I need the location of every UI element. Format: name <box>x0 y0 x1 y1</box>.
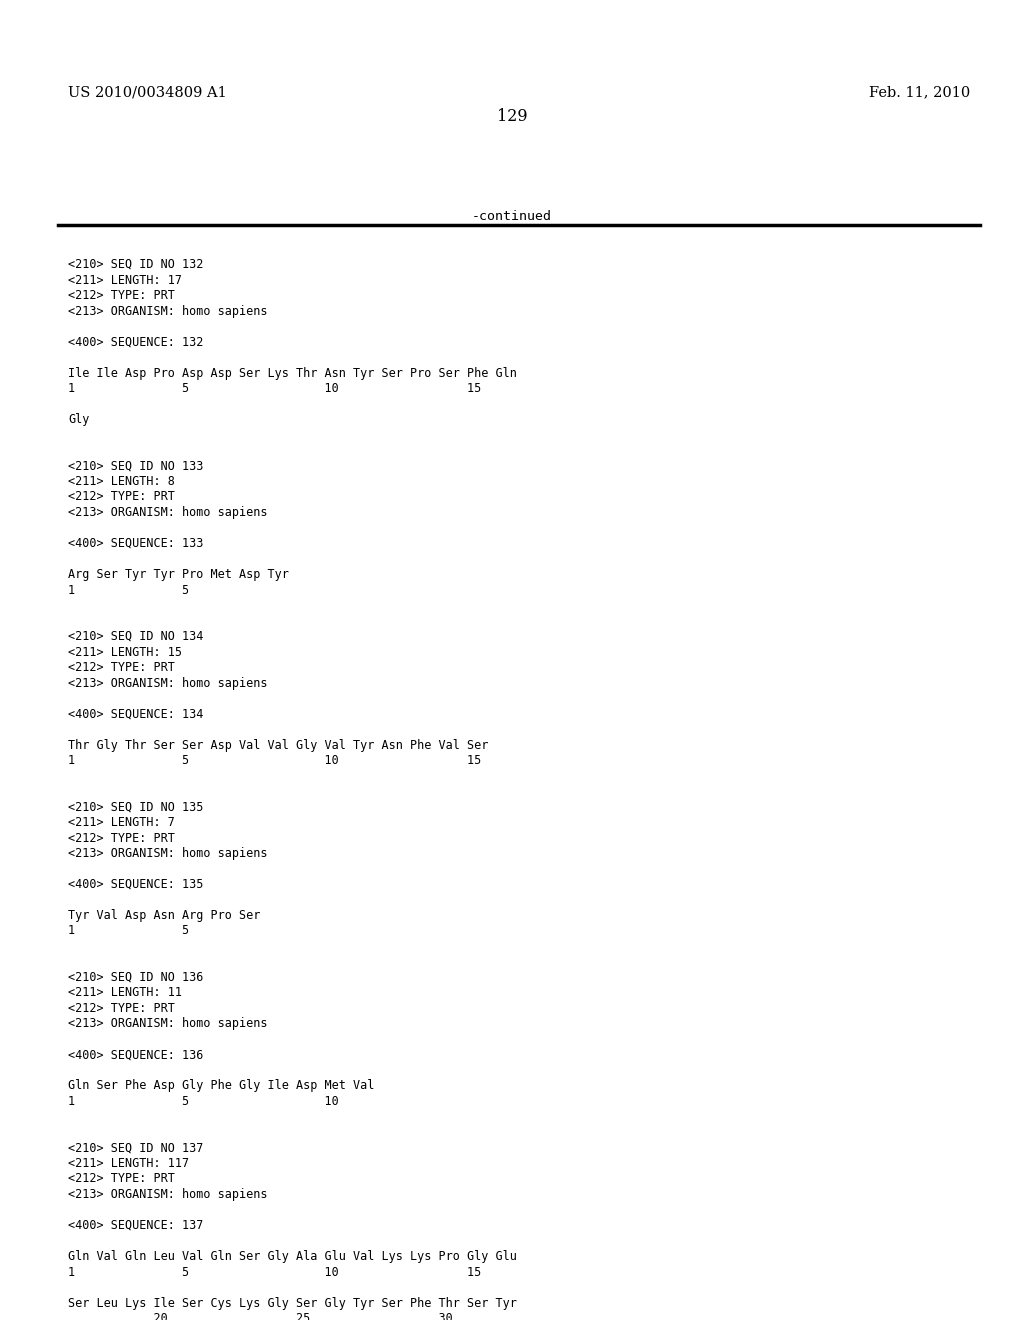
Text: 1               5                   10                  15: 1 5 10 15 <box>68 754 481 767</box>
Text: <212> TYPE: PRT: <212> TYPE: PRT <box>68 289 175 302</box>
Text: Tyr Val Asp Asn Arg Pro Ser: Tyr Val Asp Asn Arg Pro Ser <box>68 909 260 921</box>
Text: 1               5: 1 5 <box>68 924 189 937</box>
Text: <400> SEQUENCE: 134: <400> SEQUENCE: 134 <box>68 708 204 721</box>
Text: 1               5                   10: 1 5 10 <box>68 1096 339 1107</box>
Text: <210> SEQ ID NO 132: <210> SEQ ID NO 132 <box>68 257 204 271</box>
Text: <211> LENGTH: 15: <211> LENGTH: 15 <box>68 645 182 659</box>
Text: -continued: -continued <box>472 210 552 223</box>
Text: <400> SEQUENCE: 132: <400> SEQUENCE: 132 <box>68 335 204 348</box>
Text: <400> SEQUENCE: 135: <400> SEQUENCE: 135 <box>68 878 204 891</box>
Text: <212> TYPE: PRT: <212> TYPE: PRT <box>68 1172 175 1185</box>
Text: <213> ORGANISM: homo sapiens: <213> ORGANISM: homo sapiens <box>68 847 267 861</box>
Text: <212> TYPE: PRT: <212> TYPE: PRT <box>68 661 175 675</box>
Text: Ile Ile Asp Pro Asp Asp Ser Lys Thr Asn Tyr Ser Pro Ser Phe Gln: Ile Ile Asp Pro Asp Asp Ser Lys Thr Asn … <box>68 367 517 380</box>
Text: Feb. 11, 2010: Feb. 11, 2010 <box>868 84 970 99</box>
Text: <211> LENGTH: 117: <211> LENGTH: 117 <box>68 1158 189 1170</box>
Text: <210> SEQ ID NO 133: <210> SEQ ID NO 133 <box>68 459 204 473</box>
Text: <400> SEQUENCE: 133: <400> SEQUENCE: 133 <box>68 537 204 550</box>
Text: <211> LENGTH: 7: <211> LENGTH: 7 <box>68 816 175 829</box>
Text: <400> SEQUENCE: 136: <400> SEQUENCE: 136 <box>68 1048 204 1061</box>
Text: <210> SEQ ID NO 135: <210> SEQ ID NO 135 <box>68 800 204 813</box>
Text: 1               5                   10                  15: 1 5 10 15 <box>68 381 481 395</box>
Text: <211> LENGTH: 8: <211> LENGTH: 8 <box>68 475 175 488</box>
Text: US 2010/0034809 A1: US 2010/0034809 A1 <box>68 84 226 99</box>
Text: <400> SEQUENCE: 137: <400> SEQUENCE: 137 <box>68 1218 204 1232</box>
Text: <213> ORGANISM: homo sapiens: <213> ORGANISM: homo sapiens <box>68 1018 267 1031</box>
Text: <212> TYPE: PRT: <212> TYPE: PRT <box>68 832 175 845</box>
Text: 1               5                   10                  15: 1 5 10 15 <box>68 1266 481 1279</box>
Text: <211> LENGTH: 17: <211> LENGTH: 17 <box>68 273 182 286</box>
Text: <210> SEQ ID NO 136: <210> SEQ ID NO 136 <box>68 972 204 983</box>
Text: <212> TYPE: PRT: <212> TYPE: PRT <box>68 491 175 503</box>
Text: <210> SEQ ID NO 137: <210> SEQ ID NO 137 <box>68 1142 204 1155</box>
Text: Gln Ser Phe Asp Gly Phe Gly Ile Asp Met Val: Gln Ser Phe Asp Gly Phe Gly Ile Asp Met … <box>68 1080 375 1093</box>
Text: Thr Gly Thr Ser Ser Asp Val Val Gly Val Tyr Asn Phe Val Ser: Thr Gly Thr Ser Ser Asp Val Val Gly Val … <box>68 738 488 751</box>
Text: <213> ORGANISM: homo sapiens: <213> ORGANISM: homo sapiens <box>68 1188 267 1201</box>
Text: <212> TYPE: PRT: <212> TYPE: PRT <box>68 1002 175 1015</box>
Text: 129: 129 <box>497 108 527 125</box>
Text: <213> ORGANISM: homo sapiens: <213> ORGANISM: homo sapiens <box>68 305 267 318</box>
Text: Ser Leu Lys Ile Ser Cys Lys Gly Ser Gly Tyr Ser Phe Thr Ser Tyr: Ser Leu Lys Ile Ser Cys Lys Gly Ser Gly … <box>68 1296 517 1309</box>
Text: Gly: Gly <box>68 413 89 426</box>
Text: 1               5: 1 5 <box>68 583 189 597</box>
Text: <211> LENGTH: 11: <211> LENGTH: 11 <box>68 986 182 999</box>
Text: Gln Val Gln Leu Val Gln Ser Gly Ala Glu Val Lys Lys Pro Gly Glu: Gln Val Gln Leu Val Gln Ser Gly Ala Glu … <box>68 1250 517 1263</box>
Text: <213> ORGANISM: homo sapiens: <213> ORGANISM: homo sapiens <box>68 506 267 519</box>
Text: <210> SEQ ID NO 134: <210> SEQ ID NO 134 <box>68 630 204 643</box>
Text: 20                  25                  30: 20 25 30 <box>68 1312 453 1320</box>
Text: Arg Ser Tyr Tyr Pro Met Asp Tyr: Arg Ser Tyr Tyr Pro Met Asp Tyr <box>68 568 289 581</box>
Text: <213> ORGANISM: homo sapiens: <213> ORGANISM: homo sapiens <box>68 676 267 689</box>
